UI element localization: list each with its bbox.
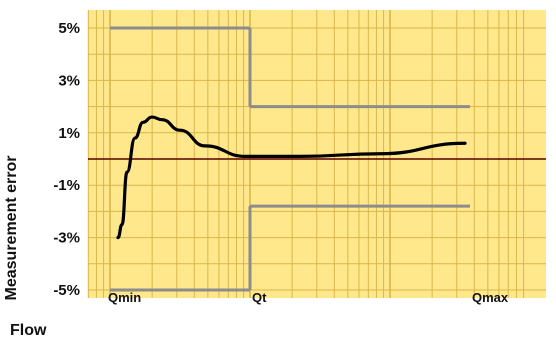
y-tick-label: -5% xyxy=(53,282,80,299)
limit-lines xyxy=(110,26,470,292)
x-category-labels: Qmin Qt Qmax xyxy=(108,290,509,305)
x-axis-label: Flow xyxy=(10,322,47,339)
y-axis-label: Measurement error xyxy=(3,156,20,301)
y-tick-label: 5% xyxy=(58,20,80,37)
error-curve-line xyxy=(116,115,467,240)
y-tick-label: 1% xyxy=(58,125,80,142)
x-category-label: Qmin xyxy=(108,290,141,305)
y-tick-label: -1% xyxy=(53,177,80,194)
y-tick-label: -3% xyxy=(53,230,80,247)
x-category-label: Qmax xyxy=(472,290,509,305)
y-tick-label: 3% xyxy=(58,72,80,89)
x-category-label: Qt xyxy=(252,290,267,305)
y-tick-labels: 5% 3% 1% -1% -3% -5% xyxy=(53,20,80,299)
error-curve-group xyxy=(116,115,467,240)
grid-lines xyxy=(87,10,546,298)
